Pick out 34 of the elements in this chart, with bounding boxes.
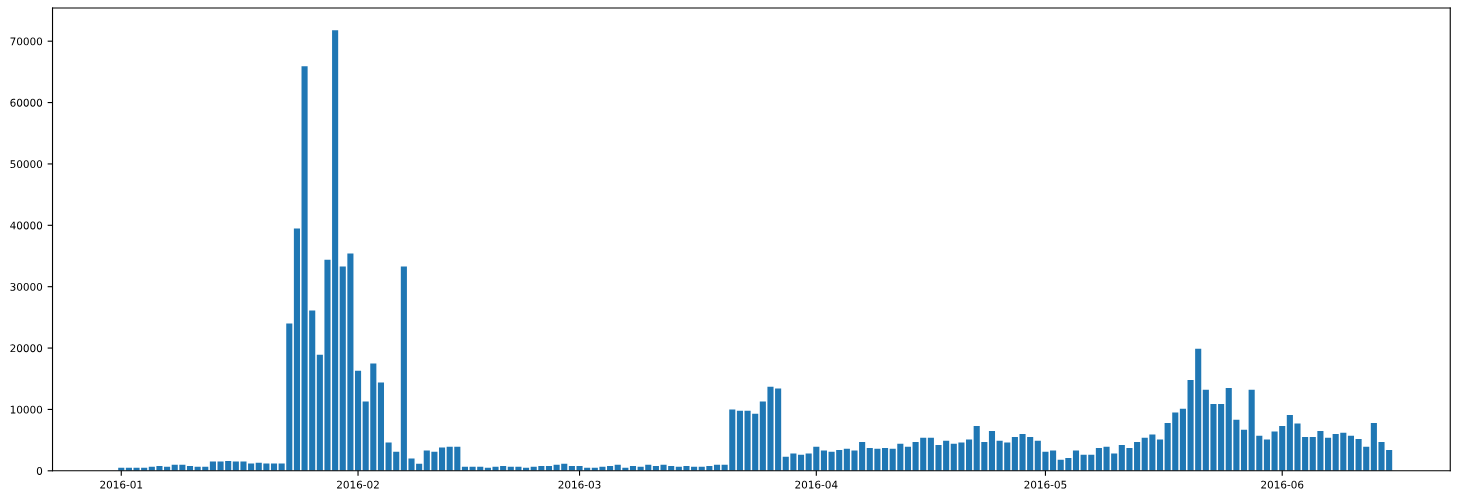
y-tick-label: 20000 xyxy=(10,344,43,353)
bar xyxy=(1072,450,1080,471)
bar xyxy=(293,228,300,471)
bar xyxy=(1324,437,1332,471)
bar xyxy=(904,446,912,471)
bar xyxy=(354,370,362,471)
bar xyxy=(797,454,805,471)
bar xyxy=(820,450,827,471)
bar xyxy=(377,382,385,471)
bar xyxy=(1156,439,1164,471)
x-tick-label: 2016-05 xyxy=(1024,480,1067,489)
x-tick-label: 2016-06 xyxy=(1261,480,1304,489)
y-tick-label: 60000 xyxy=(10,98,43,107)
y-tick-label: 40000 xyxy=(10,221,43,230)
y-tick-label: 10000 xyxy=(10,405,43,414)
bar xyxy=(1240,429,1248,471)
bar xyxy=(1050,450,1057,471)
x-tick-label: 2016-02 xyxy=(337,480,379,489)
bar xyxy=(988,430,996,471)
bar xyxy=(1263,439,1270,471)
bar xyxy=(1347,435,1355,471)
y-tick-label: 50000 xyxy=(10,160,43,169)
x-tick-label: 2016-01 xyxy=(100,480,143,489)
bar xyxy=(736,410,743,471)
y-tick-label: 0 xyxy=(36,467,43,475)
x-tick-label: 2016-04 xyxy=(795,480,838,489)
bar xyxy=(881,448,889,471)
y-tick-label: 70000 xyxy=(10,37,43,46)
bar xyxy=(966,439,973,471)
bar xyxy=(439,447,446,471)
y-tick-label: 30000 xyxy=(10,282,43,291)
bar xyxy=(1179,408,1186,471)
x-tick-label: 2016-03 xyxy=(558,480,601,489)
bar xyxy=(270,463,278,471)
